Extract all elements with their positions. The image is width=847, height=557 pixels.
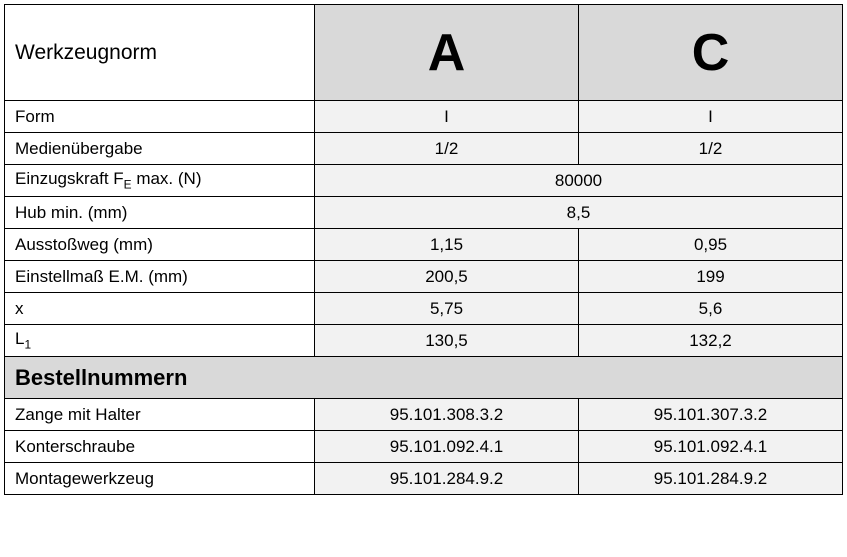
- row-label: Form: [5, 101, 315, 133]
- row-label: Einstellmaß E.M. (mm): [5, 261, 315, 293]
- row-value: 130,5: [315, 325, 579, 357]
- section-row-label: Zange mit Halter: [5, 399, 315, 431]
- row-value: 0,95: [579, 229, 843, 261]
- section-row-value: 95.101.092.4.1: [579, 431, 843, 463]
- section-row-value: 95.101.092.4.1: [315, 431, 579, 463]
- row-value-merged: 80000: [315, 165, 843, 197]
- section-row-label: Montagewerkzeug: [5, 463, 315, 495]
- row-value: 5,6: [579, 293, 843, 325]
- row-value: 1/2: [315, 133, 579, 165]
- row-value: 200,5: [315, 261, 579, 293]
- spec-table: WerkzeugnormACFormIIMedienübergabe1/21/2…: [4, 4, 843, 495]
- row-value: I: [315, 101, 579, 133]
- row-label: Einzugskraft FE max. (N): [5, 165, 315, 197]
- section-row-value: 95.101.284.9.2: [315, 463, 579, 495]
- row-label: L1: [5, 325, 315, 357]
- row-value: 1,15: [315, 229, 579, 261]
- row-label: Hub min. (mm): [5, 197, 315, 229]
- row-label: Medienübergabe: [5, 133, 315, 165]
- row-value-merged: 8,5: [315, 197, 843, 229]
- header-label: Werkzeugnorm: [5, 5, 315, 101]
- section-row-value: 95.101.307.3.2: [579, 399, 843, 431]
- section-header: Bestellnummern: [5, 357, 843, 399]
- row-value: I: [579, 101, 843, 133]
- section-row-value: 95.101.284.9.2: [579, 463, 843, 495]
- section-row-label: Konterschraube: [5, 431, 315, 463]
- row-value: 132,2: [579, 325, 843, 357]
- header-col-a: A: [315, 5, 579, 101]
- row-label: Ausstoßweg (mm): [5, 229, 315, 261]
- row-value: 1/2: [579, 133, 843, 165]
- section-row-value: 95.101.308.3.2: [315, 399, 579, 431]
- row-value: 5,75: [315, 293, 579, 325]
- row-label: x: [5, 293, 315, 325]
- header-col-c: C: [579, 5, 843, 101]
- row-value: 199: [579, 261, 843, 293]
